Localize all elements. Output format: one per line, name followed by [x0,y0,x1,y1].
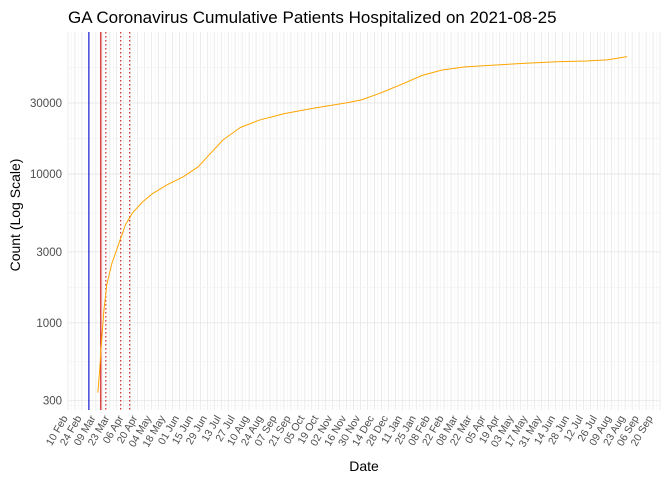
chart-title: GA Coronavirus Cumulative Patients Hospi… [68,8,557,27]
y-tick-label: 3000 [36,247,62,259]
grid-layer [67,32,661,410]
y-tick-label: 30000 [30,98,62,110]
y-tick-label: 10000 [30,169,62,181]
series-layer [97,56,628,393]
y-tick-label: 300 [43,396,62,408]
y-tick-label: 1000 [36,318,62,330]
series-line [97,56,628,393]
y-axis-title: Count (Log Scale) [7,159,23,272]
x-axis-title: Date [349,458,379,474]
y-tick-labels: 300 1000 3000 10000 30000 [30,98,62,408]
